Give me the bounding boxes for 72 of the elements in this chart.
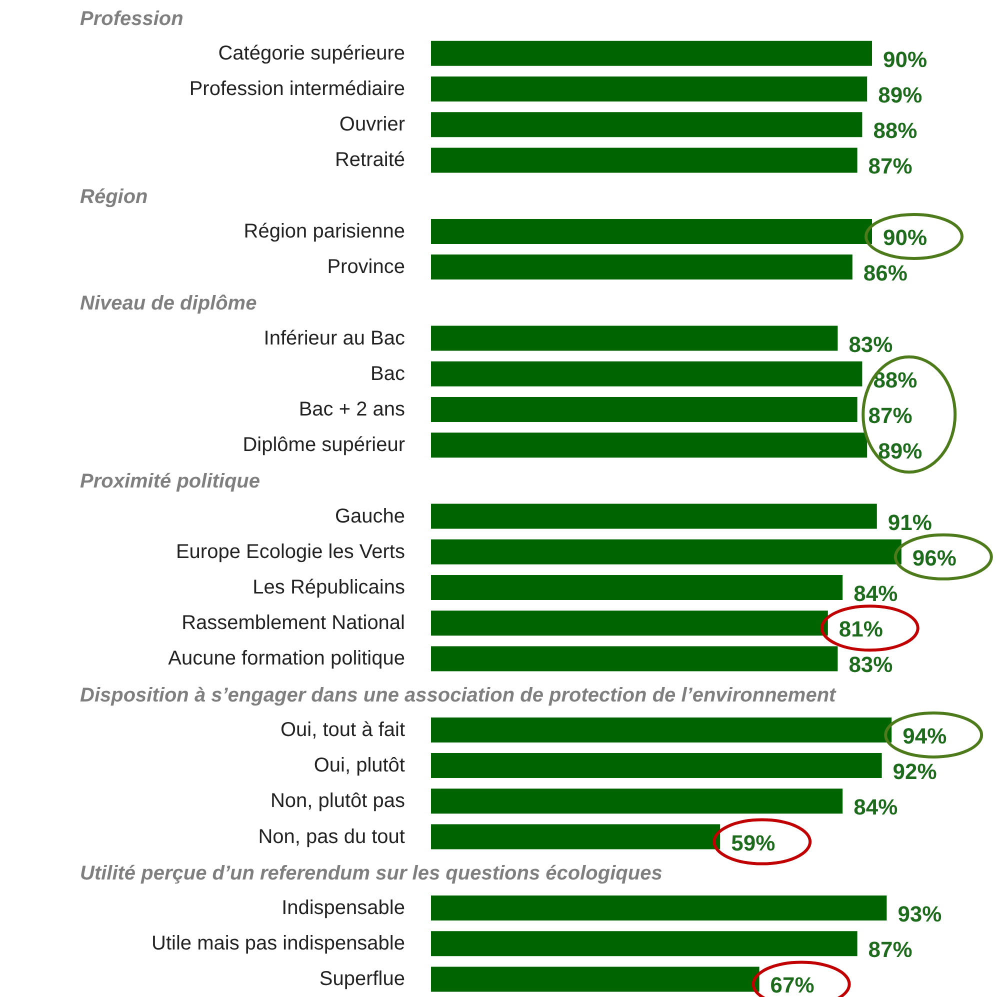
bar xyxy=(431,326,838,351)
bar xyxy=(431,753,882,778)
y-tick-label: Europe Ecologie les Verts xyxy=(176,540,405,563)
y-tick-label: Inférieur au Bac xyxy=(264,327,405,350)
y-tick-label: Oui, tout à fait xyxy=(280,718,406,741)
data-label: 96% xyxy=(912,545,956,570)
data-label: 89% xyxy=(878,438,922,464)
bar xyxy=(431,40,872,66)
text: Niveau de diplôme xyxy=(80,292,257,315)
y-tick-label: Superflue xyxy=(319,968,405,990)
data-label: 84% xyxy=(854,581,898,606)
annotation: Utilité perçue d’un referendum sur les questions écologiques xyxy=(80,862,662,884)
bar xyxy=(431,254,852,280)
y-tick-label: Utile mais pas indispensable xyxy=(152,932,405,955)
y-tick-label: Oui, plutôt xyxy=(314,754,406,777)
data-label: 94% xyxy=(902,723,947,748)
y-tick-label: Profession intermédiaire xyxy=(189,78,405,100)
bar xyxy=(431,76,868,102)
bar xyxy=(431,112,862,138)
data-label: 67% xyxy=(770,972,814,997)
bar xyxy=(431,966,760,992)
data-label: 86% xyxy=(863,260,908,286)
text: Profession xyxy=(80,8,184,30)
bar xyxy=(431,396,858,422)
bar xyxy=(431,539,902,564)
data-label: 87% xyxy=(868,937,912,962)
y-tick-label: Province xyxy=(327,256,405,278)
data-label: 84% xyxy=(854,794,898,820)
y-tick-label: Catégorie supérieure xyxy=(218,42,405,64)
bar xyxy=(431,646,838,672)
data-label: 92% xyxy=(892,759,937,784)
y-tick-label: Bac xyxy=(370,362,405,385)
data-label: 91% xyxy=(888,510,932,535)
y-tick-label: Ouvrier xyxy=(339,114,406,136)
y-tick-label: Bac + 2 ans xyxy=(298,398,405,420)
y-tick-label: Diplôme supérieur xyxy=(242,434,406,456)
data-label: 59% xyxy=(731,830,776,856)
data-label: 83% xyxy=(848,332,893,357)
bar xyxy=(431,218,872,244)
y-tick-label: Gauche xyxy=(334,505,405,528)
y-tick-label: Indispensable xyxy=(282,896,405,919)
data-label: 87% xyxy=(868,402,912,428)
annotation: Disposition à s’engager dans une association de protection de l’environnement xyxy=(80,684,838,706)
bar xyxy=(431,610,828,636)
y-tick-label: Les Républicains xyxy=(252,576,405,599)
data-label: 87% xyxy=(868,154,912,179)
data-label: 88% xyxy=(873,118,918,144)
data-label: 88% xyxy=(873,367,918,392)
y-tick-label: Retraité xyxy=(334,149,405,172)
y-tick-label: Non, pas du tout xyxy=(258,826,406,848)
data-label: 89% xyxy=(878,82,922,108)
bar xyxy=(431,148,858,173)
bar xyxy=(431,931,858,956)
bar xyxy=(431,788,843,814)
data-label: 81% xyxy=(838,616,883,642)
y-tick-label: Région parisienne xyxy=(244,220,405,242)
bar xyxy=(431,361,862,386)
data-label: 90% xyxy=(883,46,928,72)
text: Proximité politique xyxy=(80,470,260,493)
bar xyxy=(431,824,720,850)
y-tick-label: Aucune formation politique xyxy=(168,648,405,670)
y-tick-label: Rassemblement National xyxy=(182,612,405,634)
bar xyxy=(431,717,892,742)
bar xyxy=(431,504,877,529)
y-tick-label: Non, plutôt pas xyxy=(270,790,405,812)
data-label: 90% xyxy=(883,224,928,250)
data-label: 93% xyxy=(898,901,942,926)
bar xyxy=(431,895,887,920)
data-label: 83% xyxy=(848,652,893,678)
bar xyxy=(431,575,843,600)
bar xyxy=(431,432,868,458)
text: Région xyxy=(80,186,148,208)
